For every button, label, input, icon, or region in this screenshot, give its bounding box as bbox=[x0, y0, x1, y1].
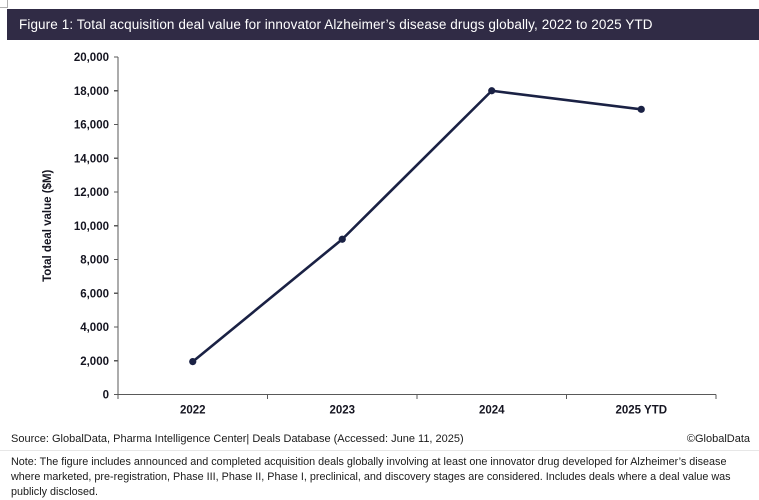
figure-title: Figure 1: Total acquisition deal value f… bbox=[19, 17, 653, 32]
y-tick-label: 12,000 bbox=[74, 187, 109, 199]
y-tick-label: 20,000 bbox=[74, 52, 109, 64]
y-tick-label: 2,000 bbox=[80, 356, 109, 368]
y-tick-label: 10,000 bbox=[74, 221, 109, 233]
data-point-marker bbox=[338, 235, 346, 243]
source-text: Source: GlobalData, Pharma Intelligence … bbox=[11, 433, 464, 445]
x-tick-label: 2024 bbox=[479, 405, 505, 417]
y-axis-title: Total deal value ($M) bbox=[42, 169, 54, 281]
copyright-text: ©GlobalData bbox=[686, 433, 750, 445]
y-tick-label: 6,000 bbox=[80, 288, 109, 300]
series-line bbox=[191, 89, 643, 363]
footer-divider bbox=[0, 450, 759, 451]
data-point-marker bbox=[189, 357, 197, 366]
line-chart: 0 2,000 4,000 6,000 8,000 10,000 12,000 14,000 1… bbox=[42, 52, 717, 417]
chart-area: 0 2,000 4,000 6,000 8,000 10,000 12,000 14,000 1… bbox=[0, 46, 759, 424]
y-tick-label: 4,000 bbox=[80, 322, 109, 334]
corner-artifact bbox=[0, 0, 8, 8]
y-tick-label: 16,000 bbox=[74, 120, 109, 132]
note-text: Note: The figure includes announced and … bbox=[11, 456, 731, 498]
data-point-marker bbox=[488, 87, 496, 95]
x-tick-label: 2022 bbox=[180, 405, 206, 417]
figure-title-bar: Figure 1: Total acquisition deal value f… bbox=[7, 9, 759, 40]
x-tick-label: 2023 bbox=[329, 405, 355, 417]
footer-source-row: Source: GlobalData, Pharma Intelligence … bbox=[11, 431, 750, 447]
y-tick-label: 14,000 bbox=[74, 153, 109, 165]
data-point-marker bbox=[637, 105, 645, 113]
y-tick-label: 18,000 bbox=[74, 86, 109, 98]
y-tick-label: 8,000 bbox=[80, 255, 109, 267]
x-tick-label: 2025 YTD bbox=[615, 405, 667, 417]
y-tick-label: 0 bbox=[103, 390, 109, 402]
